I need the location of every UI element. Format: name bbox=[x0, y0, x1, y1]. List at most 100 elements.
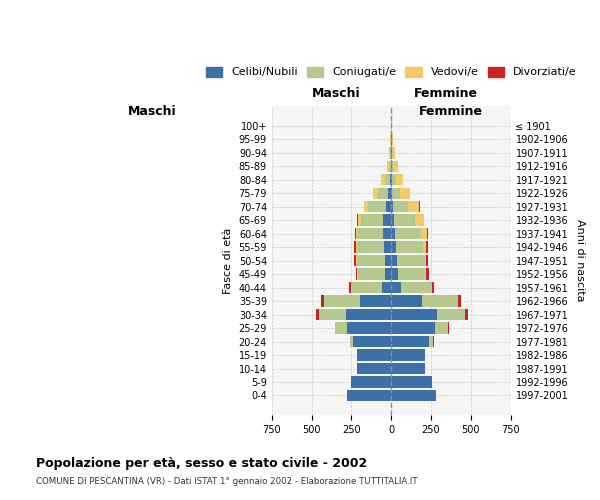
Y-axis label: Fasce di età: Fasce di età bbox=[223, 228, 233, 294]
Bar bbox=[391, 160, 398, 172]
Bar bbox=[391, 322, 449, 334]
Bar bbox=[391, 242, 396, 253]
Text: Popolazione per età, sesso e stato civile - 2002: Popolazione per età, sesso e stato civil… bbox=[36, 458, 367, 470]
Bar bbox=[391, 363, 425, 374]
Bar bbox=[356, 268, 391, 280]
Bar bbox=[364, 201, 391, 212]
Bar bbox=[353, 336, 391, 347]
Bar bbox=[391, 255, 397, 266]
Bar bbox=[391, 147, 395, 158]
Bar bbox=[391, 214, 415, 226]
Bar bbox=[391, 282, 434, 294]
Bar bbox=[381, 174, 391, 186]
Bar bbox=[335, 322, 391, 334]
Bar bbox=[391, 268, 398, 280]
Bar bbox=[387, 160, 391, 172]
Bar bbox=[391, 228, 427, 239]
Bar bbox=[391, 242, 426, 253]
Bar bbox=[356, 350, 391, 361]
Bar bbox=[391, 255, 425, 266]
Bar bbox=[391, 336, 434, 347]
Bar bbox=[391, 322, 448, 334]
Bar bbox=[357, 363, 391, 374]
Bar bbox=[390, 174, 391, 186]
Bar bbox=[349, 282, 391, 294]
Bar bbox=[355, 228, 391, 239]
Bar bbox=[391, 268, 425, 280]
Bar bbox=[357, 363, 391, 374]
Bar bbox=[391, 188, 392, 199]
Bar bbox=[391, 390, 436, 401]
Bar bbox=[391, 296, 458, 307]
Bar bbox=[391, 147, 392, 158]
Bar bbox=[335, 322, 391, 334]
Bar bbox=[391, 174, 396, 186]
Bar bbox=[391, 228, 428, 239]
Bar bbox=[350, 336, 391, 347]
Bar bbox=[350, 336, 391, 347]
Bar bbox=[350, 376, 391, 388]
Bar bbox=[347, 390, 391, 401]
Bar bbox=[368, 201, 391, 212]
Text: COMUNE DI PESCANTINA (VR) - Dati ISTAT 1° gennaio 2002 - Elaborazione TUTTITALIA: COMUNE DI PESCANTINA (VR) - Dati ISTAT 1… bbox=[36, 478, 418, 486]
Bar bbox=[391, 390, 436, 401]
Bar bbox=[391, 336, 433, 347]
Bar bbox=[355, 242, 391, 253]
Bar bbox=[391, 188, 410, 199]
Bar bbox=[391, 350, 425, 361]
Bar bbox=[356, 350, 391, 361]
Bar bbox=[391, 363, 425, 374]
Bar bbox=[391, 160, 398, 172]
Bar bbox=[391, 228, 421, 239]
Bar bbox=[386, 201, 391, 212]
Bar bbox=[350, 376, 391, 388]
Bar bbox=[358, 268, 391, 280]
Bar bbox=[356, 242, 391, 253]
Bar bbox=[383, 214, 391, 226]
Bar bbox=[382, 282, 391, 294]
Bar bbox=[391, 376, 432, 388]
Bar bbox=[391, 282, 432, 294]
Bar bbox=[391, 336, 430, 347]
Bar bbox=[391, 350, 425, 361]
Bar bbox=[319, 309, 391, 320]
Bar bbox=[391, 174, 403, 186]
Bar bbox=[357, 363, 391, 374]
Bar bbox=[389, 147, 391, 158]
Bar bbox=[391, 134, 392, 145]
Bar bbox=[356, 350, 391, 361]
Bar bbox=[361, 214, 391, 226]
Bar bbox=[356, 255, 391, 266]
Bar bbox=[391, 296, 422, 307]
Bar bbox=[385, 268, 391, 280]
Bar bbox=[391, 350, 425, 361]
Bar bbox=[357, 228, 391, 239]
Bar bbox=[391, 390, 436, 401]
Bar bbox=[346, 309, 391, 320]
Bar bbox=[391, 296, 461, 307]
Bar bbox=[391, 350, 425, 361]
Bar bbox=[384, 242, 391, 253]
Bar bbox=[391, 376, 432, 388]
Bar bbox=[383, 228, 391, 239]
Bar bbox=[391, 376, 432, 388]
Bar bbox=[391, 160, 394, 172]
Text: Maschi: Maschi bbox=[312, 87, 361, 100]
Bar bbox=[378, 188, 391, 199]
Text: Femmine: Femmine bbox=[419, 104, 483, 118]
Text: Maschi: Maschi bbox=[128, 104, 177, 118]
Y-axis label: Anni di nascita: Anni di nascita bbox=[575, 220, 585, 302]
Bar bbox=[350, 336, 391, 347]
Bar bbox=[391, 309, 465, 320]
Bar bbox=[373, 188, 391, 199]
Bar bbox=[391, 188, 400, 199]
Bar bbox=[391, 255, 428, 266]
Bar bbox=[356, 255, 391, 266]
Bar bbox=[391, 309, 468, 320]
Bar bbox=[391, 268, 429, 280]
Bar bbox=[381, 174, 391, 186]
Bar bbox=[391, 268, 426, 280]
Bar bbox=[357, 350, 391, 361]
Bar bbox=[347, 322, 391, 334]
Bar bbox=[350, 376, 391, 388]
